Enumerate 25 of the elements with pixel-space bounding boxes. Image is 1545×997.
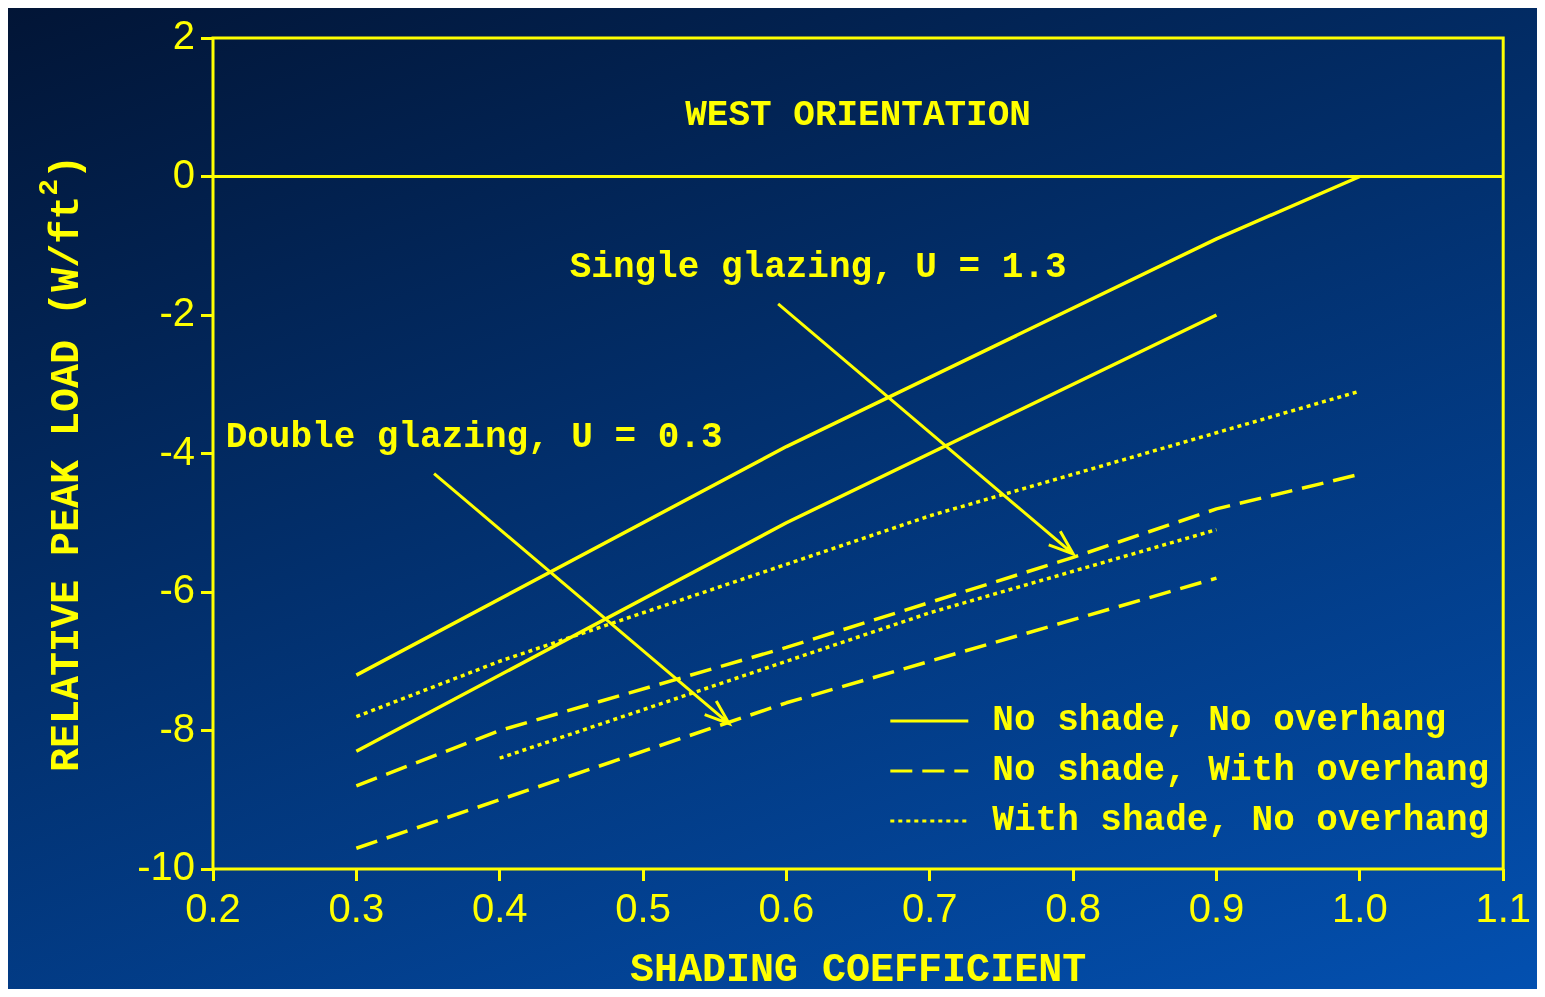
x-tick-label: 0.4 [471,886,528,931]
x-tick-label: 0.7 [901,886,958,931]
x-tick-label: 0.9 [1188,886,1245,931]
y-axis-title: RELATIVE PEAK LOAD (W/ft2) [34,155,91,772]
annotation: Single glazing, U = 1.3 [569,246,1067,288]
y-tick-label: 0 [172,151,195,196]
x-tick-label: 0.5 [615,886,671,931]
x-tick-label: 0.3 [328,886,385,931]
y-tick-label: -4 [159,428,195,473]
x-tick-label: 0.2 [185,886,241,931]
y-tick-label: -10 [137,844,195,889]
annotation: WEST ORIENTATION [685,95,1031,137]
legend-label: With shade, No overhang [992,800,1490,842]
y-tick-label: -2 [159,290,195,335]
annotation: Double glazing, U = 0.3 [225,416,723,458]
legend-label: No shade, With overhang [992,750,1490,792]
x-tick-label: 0.6 [758,886,815,931]
y-tick-label: -8 [159,705,195,750]
y-tick-label: 2 [172,13,195,58]
x-tick-label: 0.8 [1045,886,1101,931]
x-tick-label: 1.1 [1475,886,1531,931]
legend-label: No shade, No overhang [992,700,1446,742]
x-axis-title: SHADING COEFFICIENT [630,948,1087,994]
x-tick-label: 1.0 [1332,886,1388,931]
y-tick-label: -6 [159,567,195,612]
